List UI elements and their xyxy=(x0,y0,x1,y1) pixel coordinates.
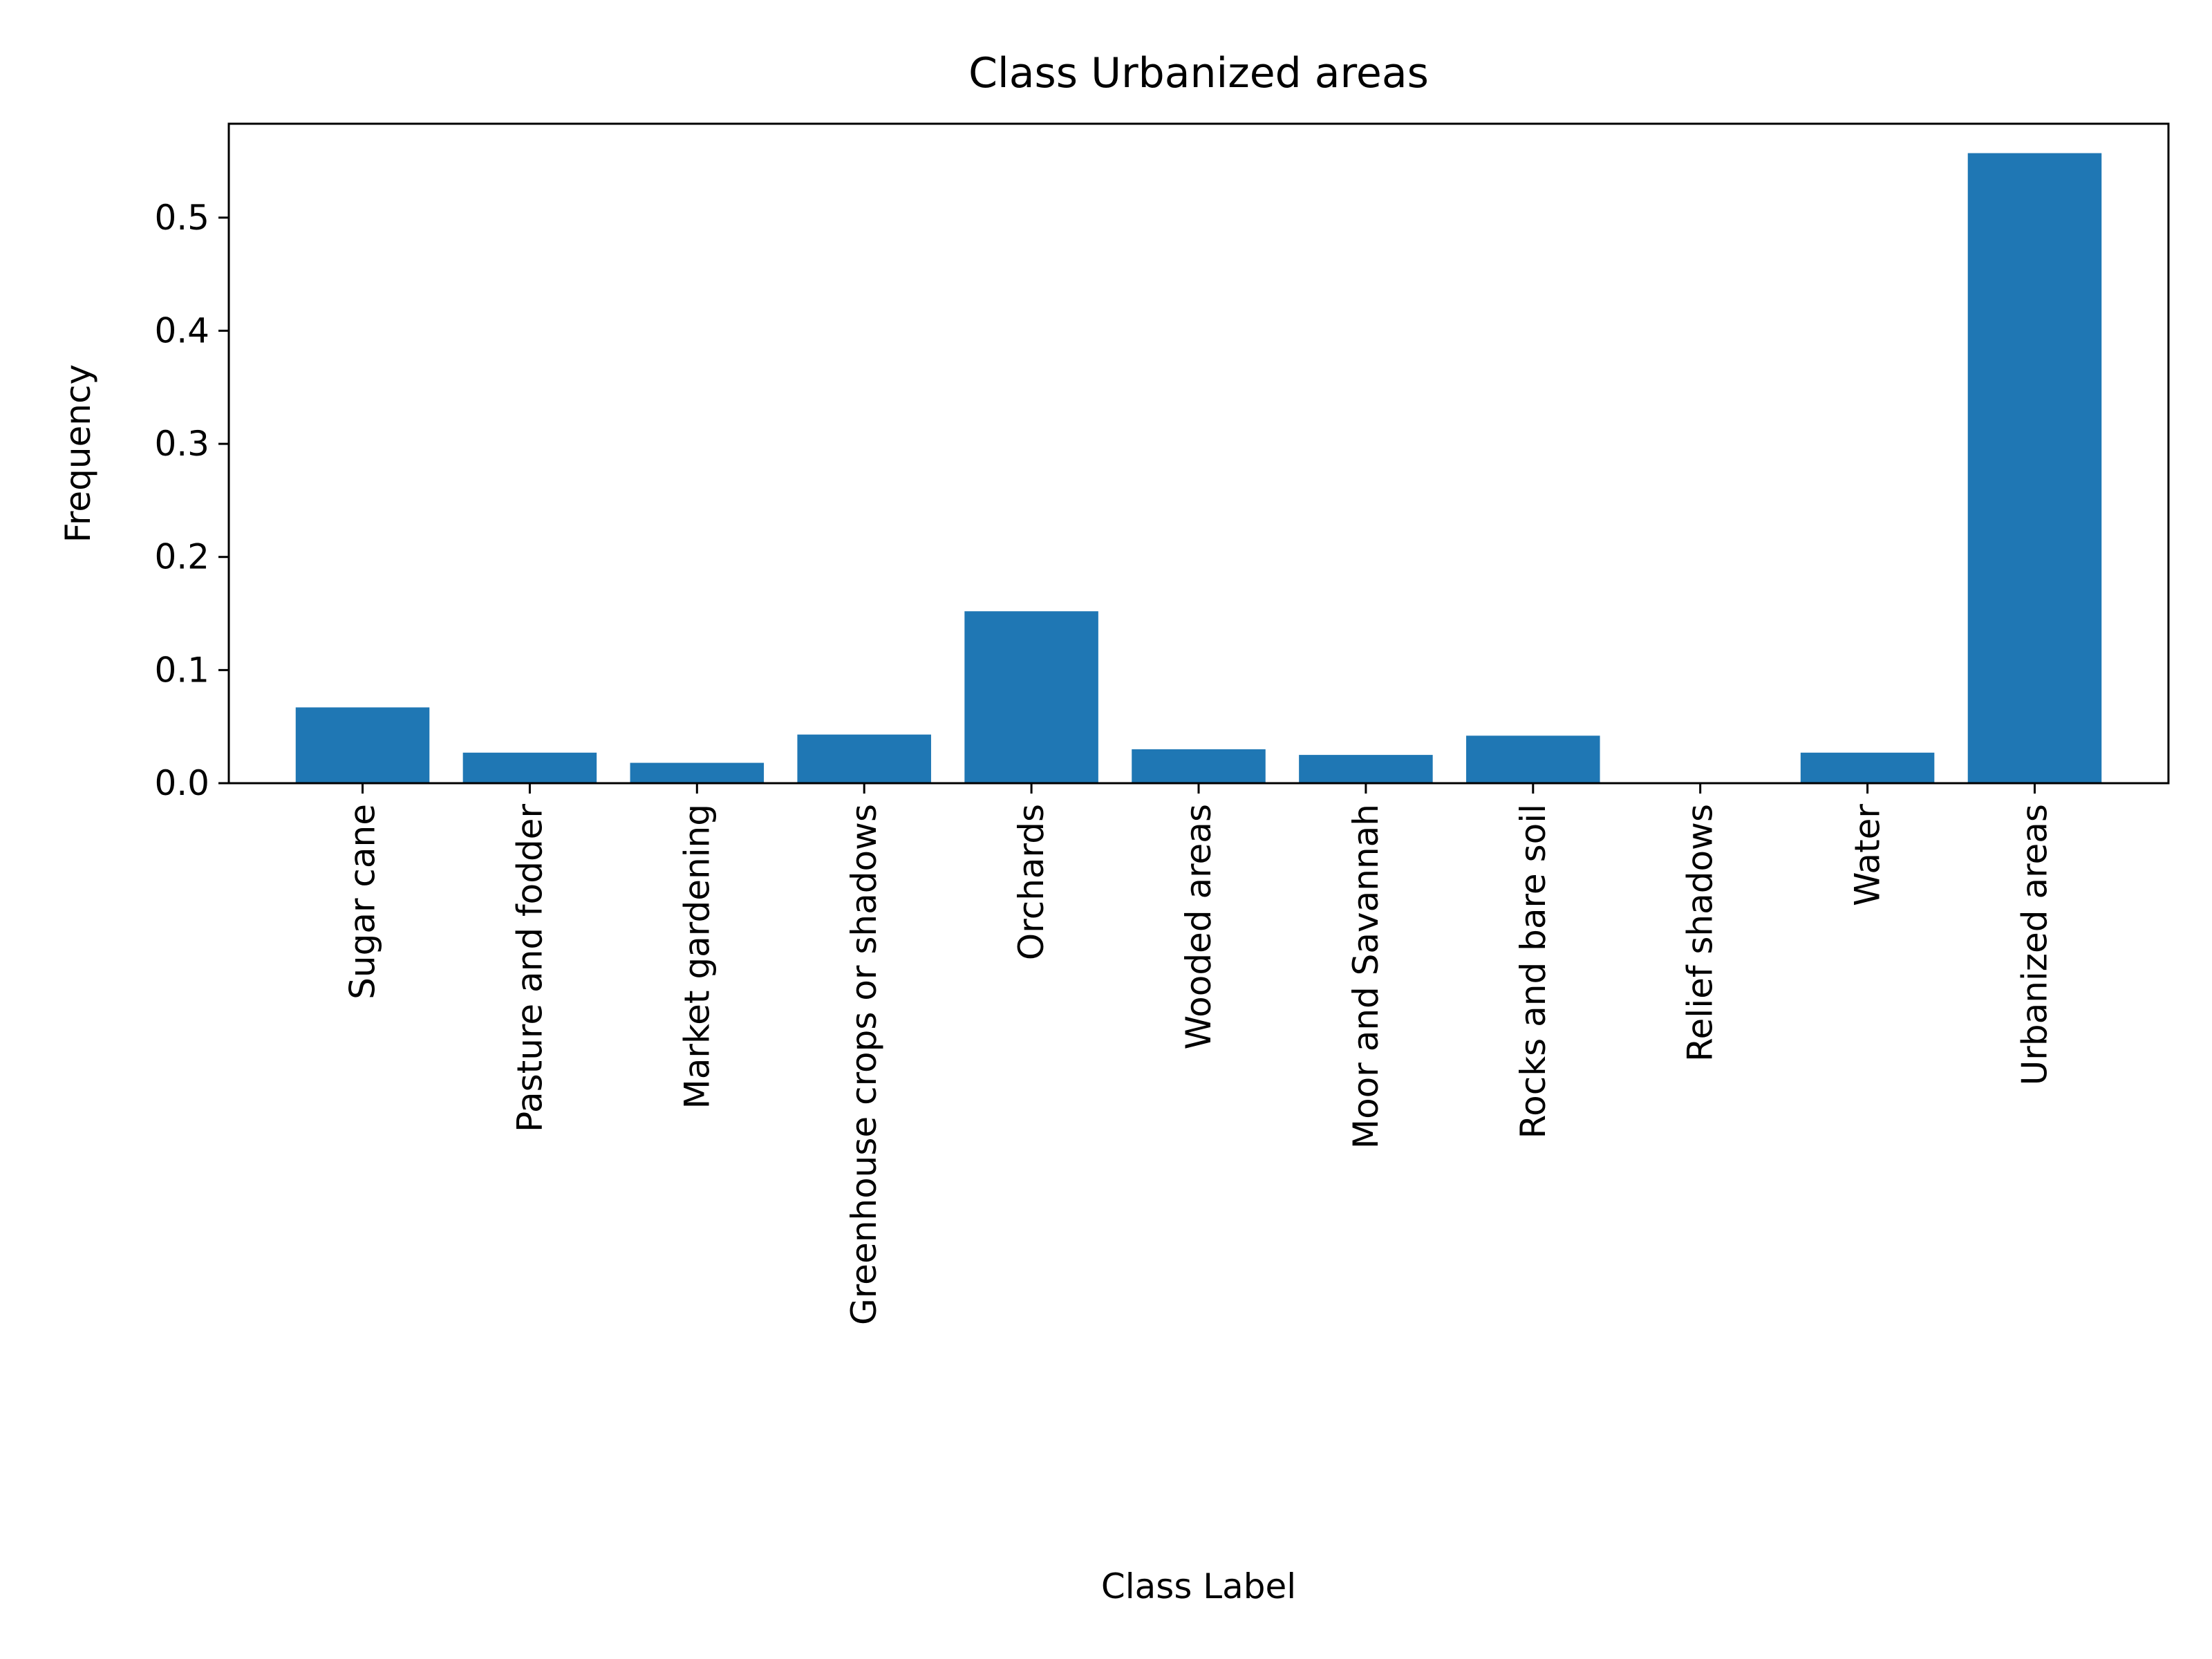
x-ticks: Sugar cane Pasture and fodder Market garde… xyxy=(343,783,2054,1325)
bar-sugar-cane xyxy=(295,707,430,783)
y-tick-label: 0.1 xyxy=(154,650,209,690)
bar-orchards xyxy=(964,611,1098,783)
y-tick-label: 0.2 xyxy=(154,537,209,577)
y-tick-label: 0.3 xyxy=(154,424,209,464)
bar-rocks-and-bare-soil xyxy=(1466,735,1600,783)
y-tick-label: 0.4 xyxy=(154,310,209,350)
x-axis-label: Class Label xyxy=(1101,1566,1296,1606)
x-tick-label: Rocks and bare soil xyxy=(1513,804,1553,1138)
x-tick-label: Moor and Savannah xyxy=(1346,804,1386,1149)
bar-pasture-and-fodder xyxy=(462,752,597,783)
chart-title: Class Urbanized areas xyxy=(968,49,1429,97)
x-tick-label: Wooded areas xyxy=(1179,804,1219,1049)
bar-wooded-areas xyxy=(1132,749,1266,783)
x-tick-label: Market gardening xyxy=(677,804,717,1109)
bar-water xyxy=(1800,752,1935,783)
x-tick-label: Orchards xyxy=(1011,804,1051,960)
bar-greenhouse-crops-or-shadows xyxy=(797,734,931,783)
x-tick-label: Relief shadows xyxy=(1680,804,1721,1062)
bar-moor-and-savannah xyxy=(1299,755,1433,783)
x-tick-label: Urbanized areas xyxy=(2014,804,2054,1085)
bar-urbanized-areas xyxy=(1967,153,2102,783)
y-tick-label: 0.5 xyxy=(154,198,209,238)
y-ticks: 0.0 0.1 0.2 0.3 0.4 0.5 xyxy=(154,198,229,803)
x-tick-label: Sugar cane xyxy=(343,804,383,1000)
plot-frame xyxy=(227,122,2170,785)
bars-layer xyxy=(295,153,2102,783)
bar-market-gardening xyxy=(630,762,765,783)
x-tick-label: Water xyxy=(1848,804,1888,906)
x-tick-label: Pasture and fodder xyxy=(509,804,550,1132)
y-tick-label: 0.0 xyxy=(154,763,209,803)
y-axis-label: Frequency xyxy=(58,364,98,543)
x-tick-label: Greenhouse crops or shadows xyxy=(844,804,884,1325)
